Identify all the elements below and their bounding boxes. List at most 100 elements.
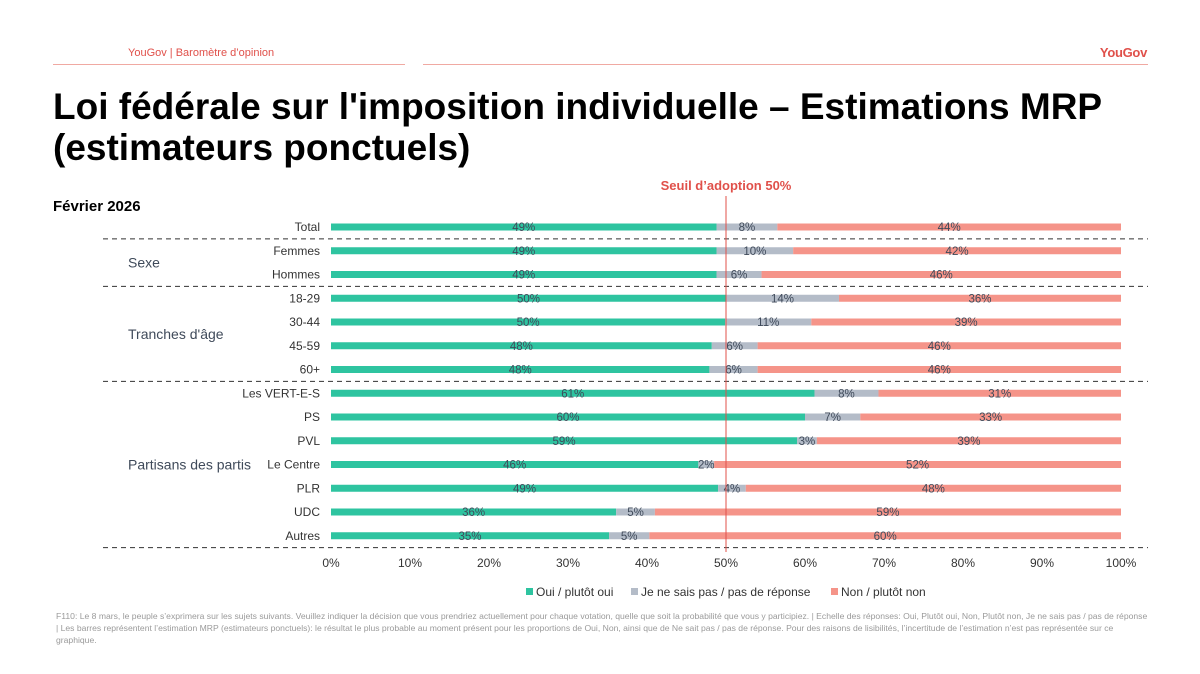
- data-label: 61%: [561, 388, 584, 400]
- bar-segment: [714, 461, 1121, 468]
- bar-segment: [811, 318, 1121, 326]
- data-label: 48%: [509, 365, 532, 377]
- bar-segment: [718, 484, 746, 492]
- data-label: 7%: [824, 412, 841, 424]
- bar-segment: [331, 532, 610, 540]
- bar-segment: [816, 437, 1121, 445]
- data-label: 36%: [968, 293, 991, 305]
- data-label: 49%: [512, 222, 535, 234]
- bar-segment: [331, 437, 798, 445]
- x-tick-label: 0%: [322, 556, 340, 570]
- bar-segment: [716, 223, 778, 231]
- category-label: PVL: [297, 434, 320, 448]
- threshold-label: Seuil d’adoption 50%: [661, 178, 792, 193]
- page-title: Loi fédérale sur l'imposition individuel…: [53, 86, 1102, 168]
- category-label: Total: [295, 220, 320, 234]
- bar-segment: [814, 389, 879, 397]
- category-label: Les VERT-E-S: [242, 386, 320, 400]
- group-label: Tranches d'âge: [128, 326, 224, 342]
- bar-segment: [726, 294, 839, 302]
- data-label: 52%: [906, 460, 929, 472]
- legend-swatch: [526, 588, 533, 595]
- data-label: 4%: [724, 483, 741, 495]
- category-label: 45-59: [289, 339, 320, 353]
- category-label: Autres: [285, 529, 320, 543]
- x-tick-label: 70%: [872, 556, 896, 570]
- yougov-logo: YouGov: [1099, 45, 1147, 60]
- data-label: 48%: [510, 341, 533, 353]
- x-tick-label: 60%: [793, 556, 817, 570]
- data-label: 11%: [757, 317, 779, 329]
- category-label: 30-44: [289, 315, 320, 329]
- bar-segment: [698, 461, 715, 468]
- data-label: 49%: [512, 270, 535, 282]
- data-label: 60%: [874, 531, 897, 543]
- data-label: 3%: [799, 436, 816, 448]
- x-tick-label: 10%: [398, 556, 422, 570]
- bar-segment: [331, 508, 617, 516]
- bar-segment: [745, 484, 1121, 492]
- bar-segment: [860, 413, 1121, 421]
- data-label: 33%: [979, 412, 1002, 424]
- header-rule-right: [423, 64, 1148, 65]
- category-label: PLR: [297, 481, 321, 495]
- category-label: Le Centre: [267, 458, 320, 472]
- category-label: Femmes: [273, 244, 320, 258]
- bar-segment: [757, 366, 1121, 373]
- x-tick-label: 30%: [556, 556, 580, 570]
- bar-segment: [331, 223, 717, 231]
- bar-segment: [805, 413, 861, 421]
- bar-segment: [654, 508, 1121, 516]
- bar-segment: [609, 532, 650, 540]
- data-label: 46%: [928, 365, 951, 377]
- bar-segment: [331, 461, 699, 468]
- x-tick-label: 80%: [951, 556, 975, 570]
- breadcrumb: YouGov | Baromètre d’opinion: [128, 47, 275, 59]
- legend-label: Je ne sais pas / pas de réponse: [641, 585, 811, 599]
- legend-swatch: [831, 588, 838, 595]
- bar-segment: [331, 366, 710, 373]
- category-label: 60+: [300, 363, 320, 377]
- data-label: 48%: [922, 483, 945, 495]
- data-label: 42%: [946, 246, 969, 258]
- bar-segment: [725, 318, 812, 326]
- bar-segment: [777, 223, 1121, 231]
- data-label: 2%: [698, 460, 715, 472]
- bar-segment: [331, 342, 712, 350]
- bar-segment: [716, 271, 762, 278]
- x-tick-label: 20%: [477, 556, 501, 570]
- data-label: 46%: [503, 460, 526, 472]
- data-label: 46%: [928, 341, 951, 353]
- bar-segment: [331, 247, 717, 255]
- bar-segment: [761, 271, 1121, 278]
- x-tick-label: 100%: [1106, 556, 1137, 570]
- category-label: Hommes: [272, 268, 320, 282]
- data-label: 6%: [726, 341, 743, 353]
- data-label: 14%: [771, 293, 794, 305]
- data-label: 50%: [517, 317, 540, 329]
- data-label: 46%: [930, 270, 953, 282]
- bar-segment: [793, 247, 1121, 255]
- data-label: 6%: [731, 270, 748, 282]
- x-tick-label: 50%: [714, 556, 738, 570]
- x-tick-label: 90%: [1030, 556, 1054, 570]
- bar-segment: [716, 247, 794, 255]
- bar-segment: [757, 342, 1121, 350]
- category-label: UDC: [294, 505, 320, 519]
- group-label: Sexe: [128, 255, 160, 271]
- legend-label: Non / plutôt non: [841, 585, 926, 599]
- data-label: 31%: [988, 388, 1011, 400]
- data-label: 50%: [517, 293, 540, 305]
- data-label: 5%: [627, 507, 644, 519]
- bar-segment: [616, 508, 655, 516]
- bar-segment: [331, 271, 717, 278]
- data-label: 39%: [957, 436, 980, 448]
- legend-swatch: [631, 588, 638, 595]
- data-label: 39%: [955, 317, 978, 329]
- bar-segment: [709, 366, 758, 373]
- data-label: 49%: [512, 246, 535, 258]
- bar-segment: [331, 484, 719, 492]
- data-label: 59%: [553, 436, 576, 448]
- category-label: PS: [304, 410, 320, 424]
